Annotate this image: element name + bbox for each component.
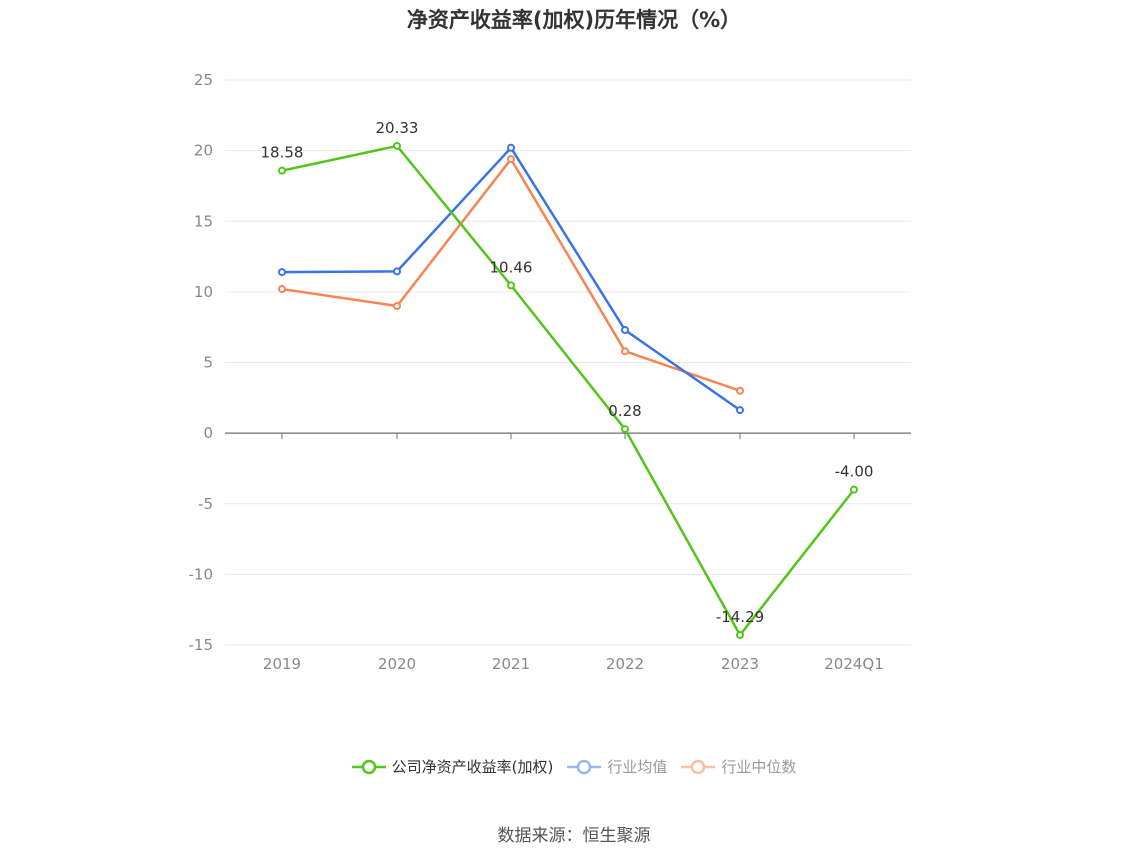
- legend-item[interactable]: 行业均值: [567, 756, 667, 777]
- line-chart: 25 20 15 10 5 0 -5 -10 -15 2019 2020 2021 2022 2023 20…: [189, 71, 911, 673]
- series-line: [281, 145, 741, 412]
- data-point: [736, 406, 744, 415]
- y-tick-label: -10: [189, 565, 214, 583]
- y-tick-label: 5: [203, 354, 213, 372]
- x-tick-label: 2019: [263, 655, 301, 673]
- legend-label: 行业中位数: [721, 758, 797, 776]
- data-point: [621, 326, 629, 335]
- data-label: 18.58: [261, 144, 304, 162]
- x-tick-label: 2024Q1: [824, 655, 884, 673]
- legend-label: 行业均值: [607, 758, 668, 776]
- series-line: [281, 144, 855, 638]
- data-label: 0.28: [608, 402, 641, 420]
- data-point: [736, 386, 744, 395]
- y-tick-label: 0: [203, 424, 213, 442]
- data-point: [621, 347, 629, 356]
- x-tick-label: 2021: [492, 655, 530, 673]
- data-point: [621, 425, 629, 434]
- data-point: [278, 268, 286, 277]
- x-tick-label: 2023: [721, 655, 759, 673]
- data-point: [393, 267, 401, 276]
- data-point: [278, 285, 286, 294]
- legend-label: 公司净资产收益率(加权): [391, 758, 554, 776]
- data-source: 数据来源：恒生聚源: [497, 826, 651, 846]
- x-tick-label: 2020: [378, 655, 416, 673]
- y-tick-label: 25: [194, 71, 213, 89]
- data-point: [278, 166, 286, 175]
- y-tick-label: -5: [198, 495, 213, 513]
- data-point: [507, 143, 515, 152]
- data-point: [850, 485, 858, 494]
- legend-line-circle-icon: [351, 759, 386, 774]
- data-label: -4.00: [835, 463, 874, 481]
- y-tick-label: -15: [189, 636, 214, 654]
- data-point: [393, 302, 401, 310]
- x-tick-label: 2022: [606, 655, 644, 673]
- data-point: [393, 141, 401, 150]
- chart-title: 净资产收益率(加权)历年情况（%）: [406, 8, 742, 32]
- y-tick-label: 15: [194, 212, 213, 230]
- legend-line-circle-icon: [567, 759, 602, 774]
- data-label: 20.33: [376, 119, 419, 137]
- data-point: [507, 281, 515, 290]
- legend: 公司净资产收益率(加权) 行业均值 行业中位数: [0, 756, 1148, 777]
- legend-item[interactable]: 公司净资产收益率(加权): [351, 756, 554, 777]
- y-tick-label: 10: [194, 283, 213, 301]
- y-tick-label: 20: [194, 142, 213, 160]
- legend-item[interactable]: 行业中位数: [681, 756, 796, 777]
- data-point: [507, 155, 515, 164]
- data-label: 10.46: [490, 258, 533, 276]
- legend-line-circle-icon: [681, 759, 716, 774]
- data-label: -14.29: [716, 608, 764, 626]
- data-point: [736, 630, 744, 639]
